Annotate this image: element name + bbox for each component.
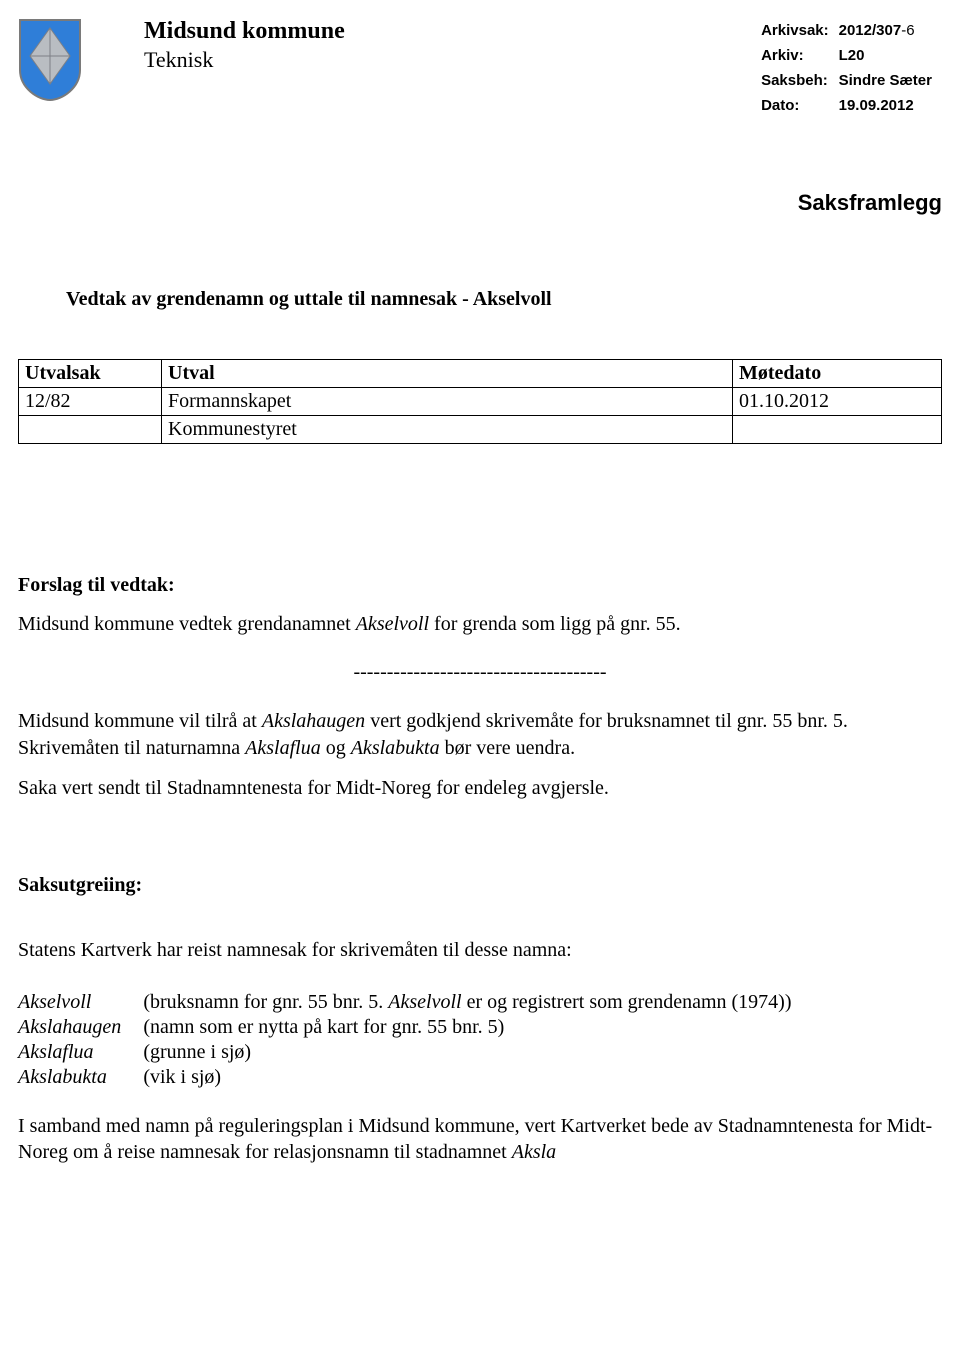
document-type: Saksframlegg (18, 190, 942, 216)
tail-a: I samband med namn på reguleringsplan i … (18, 1115, 932, 1163)
org-name: Midsund kommune (144, 18, 761, 45)
forslag-p3: Saka vert sendt til Stadnamntenesta for … (18, 775, 942, 801)
meta-arkivsak-value: 2012/307-6 (839, 18, 942, 43)
table-row: Akselvoll(bruksnamn for gnr. 55 bnr. 5. … (18, 991, 800, 1016)
shield-icon (18, 18, 82, 102)
meta-table: Arkivsak: 2012/307-6 Arkiv: L20 Saksbeh:… (761, 18, 942, 118)
name-cell: Akslabukta (18, 1066, 143, 1091)
utval-tbody: 12/82Formannskapet01.10.2012Kommunestyre… (19, 388, 942, 444)
forslag-p1-b: for grenda som ligg på gnr. 55. (429, 613, 681, 635)
utval-th-motedato: Møtedato (733, 360, 942, 388)
utval-th-utval: Utval (162, 360, 733, 388)
desc-cell: (vik i sjø) (143, 1066, 799, 1091)
table-row: Kommunestyret (19, 416, 942, 444)
table-row: Akslahaugen(namn som er nytta på kart fo… (18, 1016, 800, 1041)
names-tbody: Akselvoll(bruksnamn for gnr. 55 bnr. 5. … (18, 991, 800, 1091)
name-cell: Akslaflua (18, 1041, 143, 1066)
forslag-p2-i3: Akslabukta (351, 737, 440, 759)
arkivsak-main: 2012/307 (839, 22, 902, 39)
saksutgreiing-heading: Saksutgreiing: (18, 874, 942, 897)
meta-dato-value: 19.09.2012 (839, 93, 942, 118)
meta-dato-label: Dato: (761, 93, 839, 118)
meta-saksbeh-value: Sindre Sæter (839, 68, 942, 93)
saksutgreiing-tail: I samband med namn på reguleringsplan i … (18, 1113, 942, 1166)
saksutgreiing-intro: Statens Kartverk har reist namnesak for … (18, 937, 942, 963)
forslag-p2: Midsund kommune vil tilrå at Akslahaugen… (18, 708, 942, 761)
names-table: Akselvoll(bruksnamn for gnr. 55 bnr. 5. … (18, 991, 800, 1091)
forslag-p2-a: Midsund kommune vil tilrå at (18, 710, 262, 732)
forslag-p2-i1: Akslahaugen (262, 710, 365, 732)
forslag-p2-i2: Akslaflua (245, 737, 321, 759)
table-cell: 12/82 (19, 388, 162, 416)
forslag-p1-a: Midsund kommune vedtek grendanamnet (18, 613, 356, 635)
dept-name: Teknisk (144, 47, 761, 73)
meta-arkiv-value: L20 (839, 43, 942, 68)
name-cell: Akselvoll (18, 991, 143, 1016)
forslag-heading: Forslag til vedtak: (18, 574, 942, 597)
table-cell: 01.10.2012 (733, 388, 942, 416)
arkivsak-suffix: -6 (901, 22, 914, 39)
table-row: Akslaflua(grunne i sjø) (18, 1041, 800, 1066)
forslag-p1-i1: Akselvoll (356, 613, 429, 635)
desc-cell: (grunne i sjø) (143, 1041, 799, 1066)
table-row: Akslabukta(vik i sjø) (18, 1066, 800, 1091)
desc-cell: (bruksnamn for gnr. 55 bnr. 5. Akselvoll… (143, 991, 799, 1016)
forslag-p2-c: og (321, 737, 351, 759)
meta-arkiv-label: Arkiv: (761, 43, 839, 68)
table-cell: Formannskapet (162, 388, 733, 416)
utval-table: Utvalsak Utval Møtedato 12/82Formannskap… (18, 359, 942, 444)
forslag-p1: Midsund kommune vedtek grendanamnet Akse… (18, 611, 942, 637)
municipal-crest (18, 18, 82, 107)
document-header: Midsund kommune Teknisk Arkivsak: 2012/3… (18, 18, 942, 118)
meta-arkivsak-label: Arkivsak: (761, 18, 839, 43)
table-cell (733, 416, 942, 444)
table-row: 12/82Formannskapet01.10.2012 (19, 388, 942, 416)
case-title: Vedtak av grendenamn og uttale til namne… (66, 288, 942, 311)
meta-saksbeh-label: Saksbeh: (761, 68, 839, 93)
utval-th-utvalsak: Utvalsak (19, 360, 162, 388)
table-cell (19, 416, 162, 444)
table-cell: Kommunestyret (162, 416, 733, 444)
tail-i: Aksla (512, 1141, 556, 1163)
divider: -------------------------------------- (18, 661, 942, 684)
forslag-p2-d: bør vere uendra. (440, 737, 576, 759)
name-cell: Akslahaugen (18, 1016, 143, 1041)
desc-cell: (namn som er nytta på kart for gnr. 55 b… (143, 1016, 799, 1041)
